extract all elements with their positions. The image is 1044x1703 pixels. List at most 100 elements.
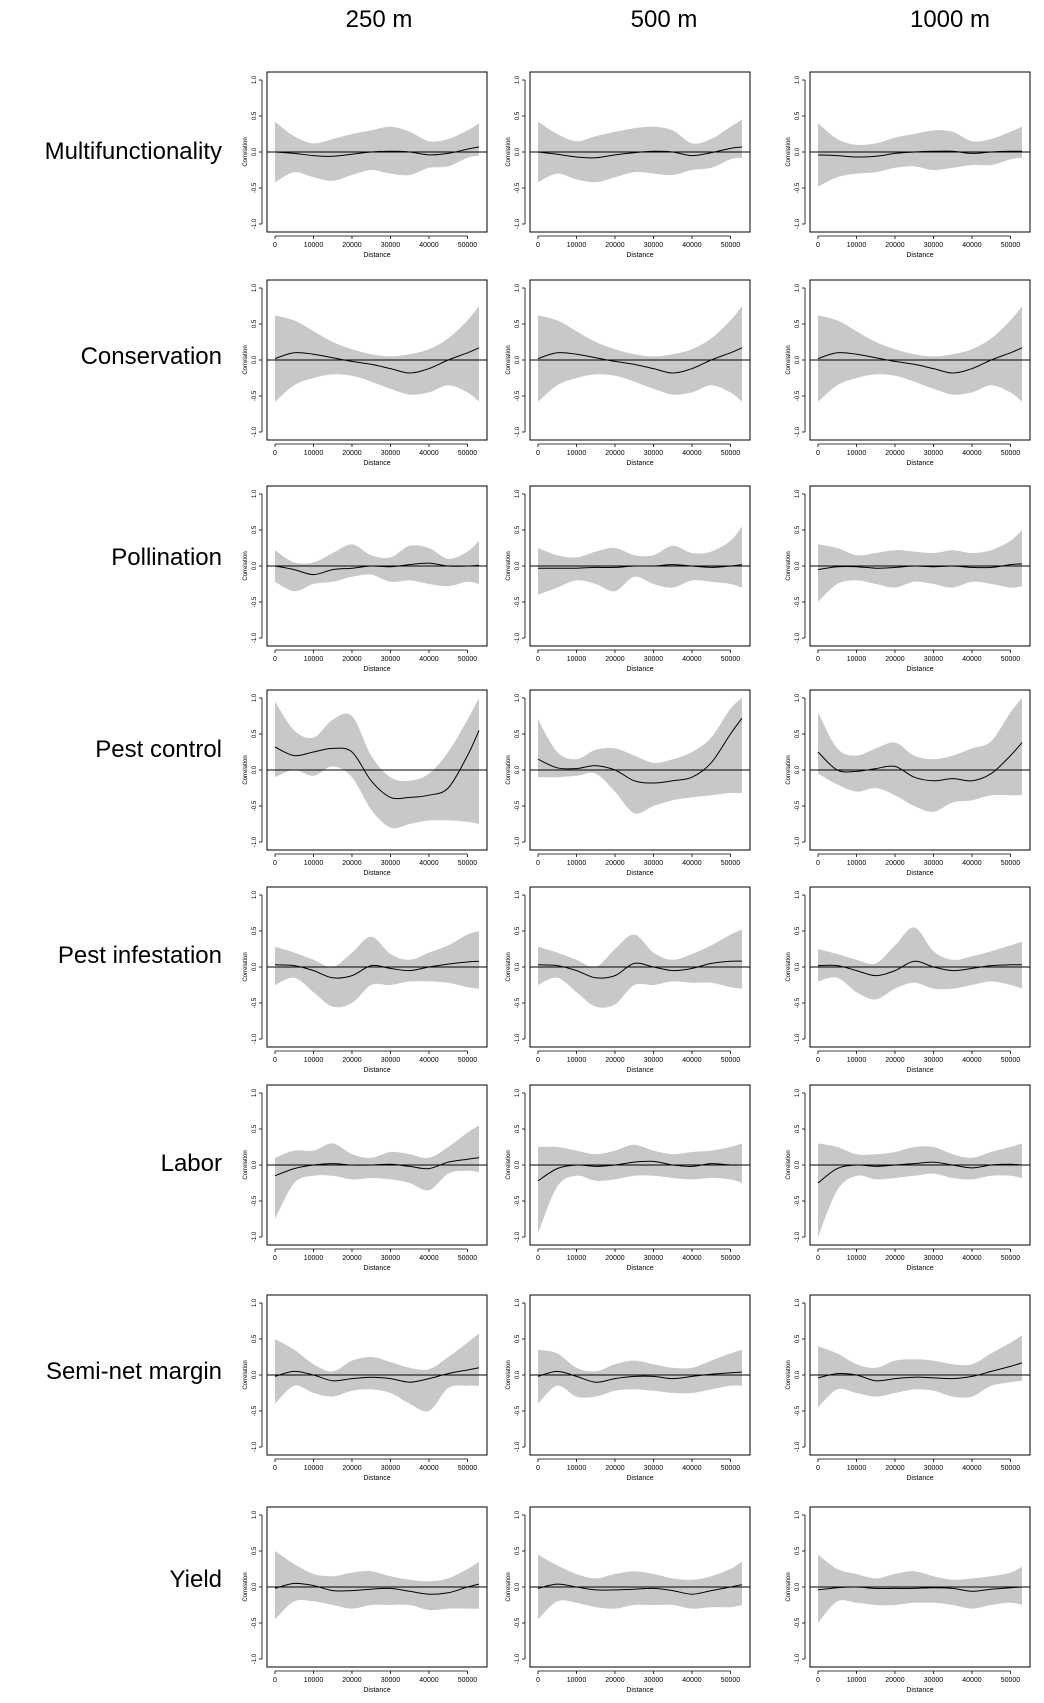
x-tick-label: 30000 xyxy=(644,242,664,249)
x-tick-label: 10000 xyxy=(304,450,324,457)
y-tick-label: 0.5 xyxy=(515,319,521,328)
confidence-band xyxy=(275,1333,479,1412)
plot-frame xyxy=(266,1506,488,1668)
x-tick-label: 0 xyxy=(536,450,540,457)
y-tick-label: -1.0 xyxy=(515,632,521,643)
y-tick-label: -1.0 xyxy=(795,1653,801,1664)
x-axis-label: Distance xyxy=(363,1265,390,1272)
y-tick-label: 0.5 xyxy=(515,1124,521,1133)
x-tick-label: 50000 xyxy=(721,1465,741,1472)
x-tick-label: 30000 xyxy=(644,656,664,663)
y-axis-label: Correlation xyxy=(786,551,792,580)
x-tick-label: 20000 xyxy=(885,1255,905,1262)
y-tick-label: -1.0 xyxy=(515,1231,521,1242)
correlogram-conservation-250-m: 0 10000 20000 30000 40000 50000 Distance -1.0 -0… xyxy=(243,279,488,467)
y-axis-label: Correlation xyxy=(506,1572,512,1601)
x-tick-label: 30000 xyxy=(381,1057,401,1064)
x-tick-label: 0 xyxy=(273,1255,277,1262)
x-tick-label: 40000 xyxy=(682,1057,702,1064)
x-tick-label: 20000 xyxy=(605,1465,625,1472)
x-tick-label: 20000 xyxy=(885,1677,905,1684)
x-tick-label: 50000 xyxy=(1001,242,1021,249)
y-axis-label: Correlation xyxy=(243,1572,249,1601)
y-tick-label: 1.0 xyxy=(795,890,801,899)
row-label-pest-control: Pest control xyxy=(95,736,222,763)
correlation-spline xyxy=(817,742,1023,782)
x-tick-label: 30000 xyxy=(924,1465,944,1472)
y-tick-label: -1.0 xyxy=(795,1441,801,1452)
y-tick-label: 1.0 xyxy=(795,283,801,292)
x-axis-label: Distance xyxy=(626,1067,653,1074)
y-tick-label: -0.5 xyxy=(252,596,258,607)
y-tick-label: -0.5 xyxy=(252,1405,258,1416)
correlogram-pest-infestation-500-m: 0 10000 20000 30000 40000 50000 Distance -1.0 -0… xyxy=(506,886,751,1074)
x-tick-label: 10000 xyxy=(304,1677,324,1684)
plot-frame xyxy=(809,1084,1031,1246)
y-tick-label: 1.0 xyxy=(515,890,521,899)
correlogram-semi-net-margin-250-m: 0 10000 20000 30000 40000 50000 Distance -1.0 -0… xyxy=(243,1294,488,1482)
y-tick-label: -0.5 xyxy=(515,997,521,1008)
correlogram-labor-250-m: 0 10000 20000 30000 40000 50000 Distance -1.0 -0… xyxy=(243,1084,488,1272)
x-axis-label: Distance xyxy=(626,1475,653,1482)
y-tick-label: -1.0 xyxy=(252,836,258,847)
x-tick-label: 30000 xyxy=(924,656,944,663)
x-axis-label: Distance xyxy=(906,1265,933,1272)
y-tick-label: 0.5 xyxy=(252,319,258,328)
y-tick-label: -0.5 xyxy=(795,390,801,401)
y-tick-label: 0.0 xyxy=(515,1160,521,1169)
y-tick-label: -0.5 xyxy=(252,1617,258,1628)
y-tick-label: -1.0 xyxy=(795,218,801,229)
y-tick-label: 0.0 xyxy=(252,147,258,156)
y-tick-label: 1.0 xyxy=(795,693,801,702)
y-tick-label: -1.0 xyxy=(515,1033,521,1044)
y-tick-label: 1.0 xyxy=(252,693,258,702)
x-tick-label: 0 xyxy=(816,1255,820,1262)
column-title-250m: 250 m xyxy=(345,6,413,33)
row-label-yield: Yield xyxy=(169,1566,222,1593)
y-tick-label: 0.5 xyxy=(252,1546,258,1555)
y-tick-label: 1.0 xyxy=(515,1298,521,1307)
x-axis-label: Distance xyxy=(906,1067,933,1074)
x-tick-label: 20000 xyxy=(885,450,905,457)
x-tick-label: 40000 xyxy=(962,450,982,457)
y-tick-label: 0.5 xyxy=(515,525,521,534)
x-tick-label: 0 xyxy=(816,1465,820,1472)
y-tick-label: 0.0 xyxy=(252,1582,258,1591)
x-tick-label: 20000 xyxy=(605,1677,625,1684)
y-tick-label: 0.5 xyxy=(252,111,258,120)
plot-frame xyxy=(266,886,488,1048)
x-tick-label: 40000 xyxy=(419,656,439,663)
correlation-spline xyxy=(817,1362,1023,1382)
x-tick-label: 0 xyxy=(536,1677,540,1684)
x-tick-label: 40000 xyxy=(962,1057,982,1064)
y-tick-label: 0.0 xyxy=(795,765,801,774)
y-tick-label: 0.0 xyxy=(252,962,258,971)
row-label-pest-infestation: Pest infestation xyxy=(57,942,222,969)
confidence-band xyxy=(818,1554,1022,1623)
x-tick-label: 10000 xyxy=(304,1057,324,1064)
y-tick-label: -1.0 xyxy=(515,836,521,847)
y-tick-label: 1.0 xyxy=(252,1510,258,1519)
x-tick-label: 50000 xyxy=(721,242,741,249)
y-tick-label: 0.0 xyxy=(795,355,801,364)
y-tick-label: 0.0 xyxy=(515,765,521,774)
y-axis-label: Correlation xyxy=(506,1360,512,1389)
y-axis-label: Correlation xyxy=(506,551,512,580)
confidence-band xyxy=(538,306,742,402)
x-tick-label: 50000 xyxy=(1001,860,1021,867)
correlogram-pest-control-250-m: 0 10000 20000 30000 40000 50000 Distance -1.0 -0… xyxy=(243,689,488,877)
x-tick-label: 10000 xyxy=(847,1255,867,1262)
y-tick-label: -1.0 xyxy=(252,1231,258,1242)
x-tick-label: 50000 xyxy=(458,242,478,249)
y-axis-label: Correlation xyxy=(243,1150,249,1179)
y-tick-label: 1.0 xyxy=(252,1088,258,1097)
x-tick-label: 50000 xyxy=(721,450,741,457)
y-axis-label: Correlation xyxy=(243,952,249,981)
y-axis-label: Correlation xyxy=(506,755,512,784)
y-tick-label: 0.0 xyxy=(252,1370,258,1379)
y-tick-label: 1.0 xyxy=(252,1298,258,1307)
x-tick-label: 50000 xyxy=(1001,1255,1021,1262)
correlogram-semi-net-margin-500-m: 0 10000 20000 30000 40000 50000 Distance -1.0 -0… xyxy=(506,1294,751,1482)
x-axis-label: Distance xyxy=(906,1475,933,1482)
y-tick-label: -0.5 xyxy=(515,1195,521,1206)
